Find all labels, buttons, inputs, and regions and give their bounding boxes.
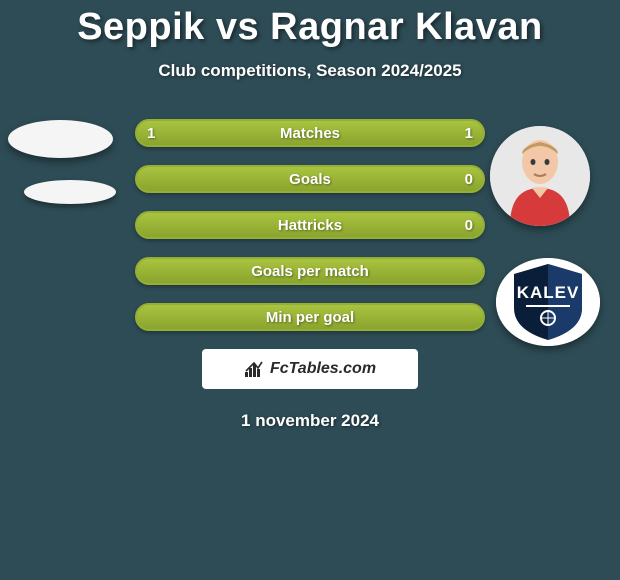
- stat-left-value: 1: [147, 125, 155, 142]
- stat-right-value: 0: [465, 217, 473, 234]
- page-title: Seppik vs Ragnar Klavan: [0, 0, 620, 49]
- brand-box[interactable]: FcTables.com: [202, 349, 418, 389]
- brand-text: FcTables.com: [270, 360, 376, 378]
- date-text: 1 november 2024: [0, 411, 620, 431]
- stat-row-min-per-goal: Min per goal: [135, 303, 485, 331]
- stat-right-value: 0: [465, 171, 473, 188]
- stat-label: Goals: [289, 171, 331, 188]
- stat-row-matches: 1 Matches 1: [135, 119, 485, 147]
- stat-label: Matches: [280, 125, 340, 142]
- stats-container: 1 Matches 1 Goals 0 Hattricks 0 Goals pe…: [0, 119, 620, 431]
- stat-row-goals-per-match: Goals per match: [135, 257, 485, 285]
- stat-right-value: 1: [465, 125, 473, 142]
- stat-label: Min per goal: [266, 309, 354, 326]
- stat-row-hattricks: Hattricks 0: [135, 211, 485, 239]
- stat-label: Goals per match: [251, 263, 369, 280]
- stat-row-goals: Goals 0: [135, 165, 485, 193]
- brand-chart-icon: [244, 360, 264, 378]
- page-subtitle: Club competitions, Season 2024/2025: [0, 61, 620, 81]
- stat-label: Hattricks: [278, 217, 342, 234]
